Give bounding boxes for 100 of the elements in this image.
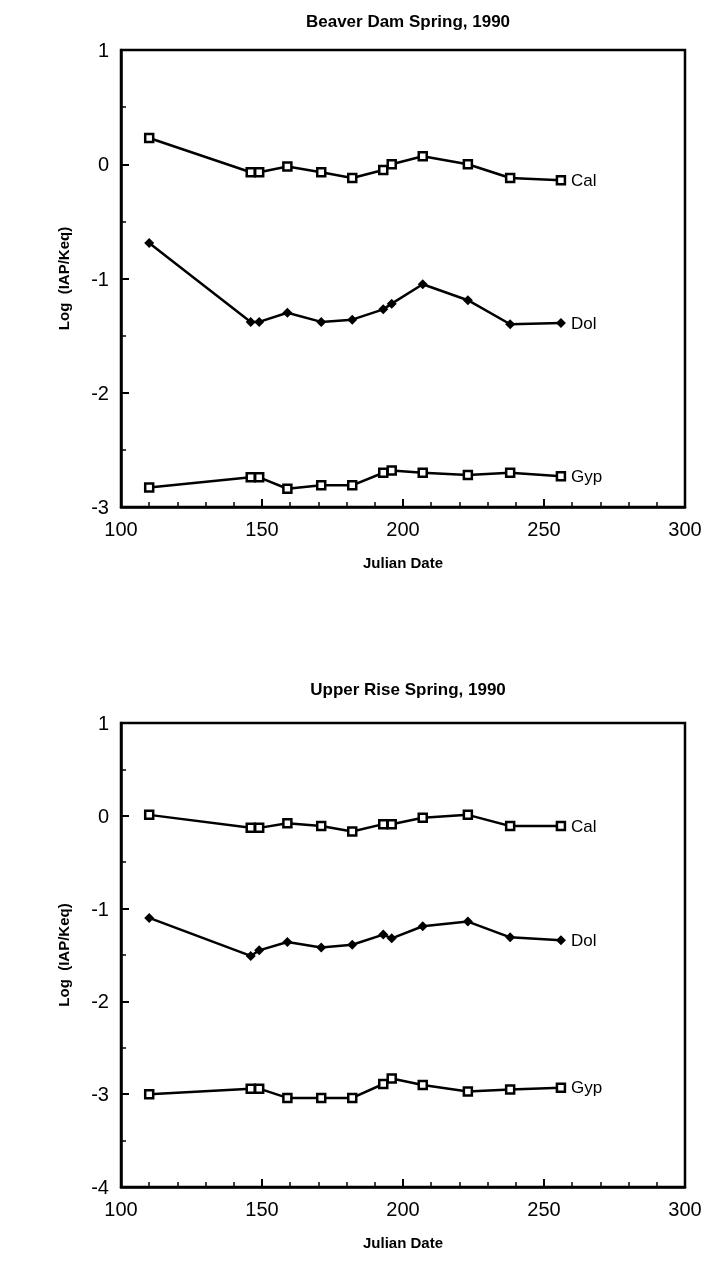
point — [143, 482, 155, 493]
point — [346, 172, 358, 184]
point — [378, 1078, 389, 1090]
point — [316, 316, 327, 327]
y-axis-title: Log (IAP/Keq) — [55, 226, 72, 331]
series-label: Gyp — [570, 1078, 603, 1098]
point — [555, 470, 567, 482]
point — [504, 172, 516, 184]
point — [315, 167, 327, 178]
point — [315, 1092, 327, 1104]
y-tick-label: -2 — [91, 381, 109, 404]
point — [555, 820, 567, 832]
point — [254, 316, 265, 327]
x-tick-label: 100 — [104, 1198, 138, 1220]
point — [505, 932, 516, 943]
point — [555, 174, 567, 186]
x-tick-label: 150 — [245, 1198, 279, 1220]
point — [386, 1073, 397, 1084]
series-label: Cal — [570, 816, 597, 836]
y-tick-label: 1 — [97, 39, 109, 61]
series-label: Cal — [570, 170, 597, 190]
point — [245, 472, 256, 483]
y-axis-title: Log (IAP/Keq) — [55, 903, 72, 1007]
point — [346, 1092, 358, 1104]
point — [315, 480, 327, 491]
point — [253, 822, 265, 834]
x-tick-label: 300 — [668, 1198, 702, 1220]
point — [143, 1088, 155, 1100]
x-tick-label: 150 — [245, 518, 279, 540]
y-tick-label: 0 — [97, 153, 109, 176]
point — [253, 167, 265, 178]
point — [417, 1079, 428, 1091]
point — [417, 921, 428, 932]
y-tick-label: -3 — [91, 496, 109, 518]
point — [505, 319, 516, 330]
point — [316, 942, 327, 953]
point — [346, 480, 358, 491]
point — [378, 304, 389, 315]
point — [346, 826, 358, 837]
point — [462, 809, 474, 821]
point — [282, 483, 293, 494]
x-tick-label: 100 — [104, 518, 138, 540]
y-tick-label: -1 — [91, 267, 109, 290]
point — [378, 164, 389, 176]
point — [417, 467, 428, 478]
point — [386, 933, 397, 944]
point — [245, 316, 256, 327]
point — [386, 818, 397, 830]
point — [417, 151, 428, 162]
point — [378, 467, 389, 478]
x-axis-title: Julian Date — [362, 1234, 444, 1251]
x-tick-label: 200 — [386, 518, 420, 540]
y-tick-label: -3 — [91, 1083, 109, 1106]
y-tick-label: 1 — [97, 712, 109, 734]
point — [386, 465, 397, 476]
point — [282, 161, 293, 172]
point — [315, 820, 327, 832]
point — [504, 467, 516, 478]
point — [144, 238, 155, 249]
point — [462, 916, 473, 927]
point — [282, 307, 293, 318]
point — [245, 1083, 256, 1094]
x-tick-label: 200 — [386, 1198, 420, 1220]
x-tick-label: 300 — [668, 518, 702, 540]
point — [347, 314, 358, 325]
point — [282, 817, 293, 829]
point — [462, 295, 473, 306]
point — [282, 937, 293, 948]
point — [417, 812, 428, 823]
point — [254, 945, 265, 956]
series-label: Dol — [570, 930, 597, 950]
point — [347, 939, 358, 950]
chart-title: Beaver Dam Spring, 1990 — [305, 12, 511, 31]
point — [253, 472, 265, 483]
series-label: Dol — [570, 313, 597, 333]
point — [555, 935, 566, 946]
y-tick-label: 0 — [97, 804, 109, 827]
point — [504, 1084, 516, 1095]
point — [386, 298, 397, 309]
point — [143, 809, 155, 821]
point — [462, 469, 474, 481]
y-tick-label: -1 — [91, 897, 109, 920]
series-label: Gyp — [570, 466, 603, 486]
point — [143, 132, 155, 144]
x-tick-label: 250 — [527, 518, 561, 540]
chart-title: Upper Rise Spring, 1990 — [310, 680, 506, 699]
y-tick-label: -2 — [91, 990, 109, 1013]
point — [282, 1092, 293, 1104]
point — [253, 1083, 265, 1094]
y-tick-label: -4 — [91, 1176, 109, 1198]
point — [417, 279, 428, 290]
point — [555, 1082, 567, 1093]
point — [504, 820, 516, 832]
point — [245, 950, 256, 961]
point — [386, 159, 397, 170]
point — [378, 929, 389, 940]
point — [462, 1086, 474, 1097]
point — [144, 912, 155, 923]
x-axis-title: Julian Date — [362, 554, 444, 571]
point — [462, 159, 474, 170]
